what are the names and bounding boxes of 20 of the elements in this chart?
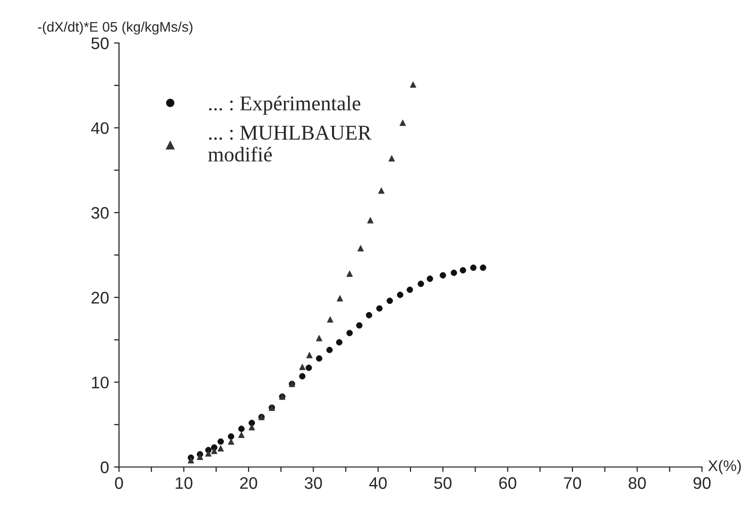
y-tick-label: 20 (92, 292, 109, 304)
x-tick-label: 60 (499, 477, 516, 489)
x-tick-label: 0 (115, 477, 123, 489)
x-tick-label: 50 (434, 477, 452, 489)
legend-label: ... : Expérimentale (209, 96, 360, 115)
x-tick-label: 20 (240, 477, 258, 489)
x-tick-label: 80 (628, 477, 646, 489)
y-axis-title: -(dX/dt)*E 05 (kg/kgMs/s) (38, 22, 192, 35)
y-tick-label: 50 (91, 37, 109, 50)
legend-label: ... : MUHLBAUER modifié (208, 126, 372, 162)
y-tick-label: 30 (91, 207, 109, 219)
x-tick-label: 70 (564, 477, 582, 489)
y-tick-label: 0 (100, 461, 109, 474)
x-tick-label: 90 (694, 477, 711, 489)
y-tick-label: 40 (91, 122, 109, 134)
x-tick-label: 30 (304, 477, 322, 489)
x-tick-label: 10 (176, 477, 192, 489)
y-tick-label: 10 (92, 376, 109, 388)
x-tick-label: 40 (369, 477, 387, 489)
x-axis-title: X(%) (708, 460, 741, 474)
